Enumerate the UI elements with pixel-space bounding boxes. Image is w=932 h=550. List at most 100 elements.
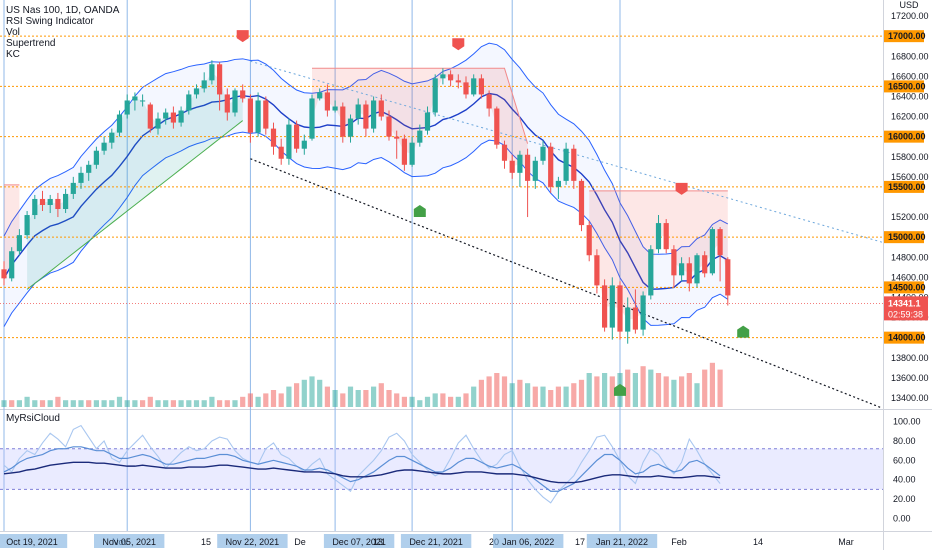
volume-bar	[694, 383, 700, 407]
candle	[317, 88, 323, 101]
volume-bar	[424, 396, 431, 407]
indicator-kc[interactable]: KC	[6, 49, 20, 60]
price-level-badge: 15500.00	[884, 180, 926, 193]
candle	[517, 150, 523, 187]
indicator-vol[interactable]: Vol	[6, 27, 20, 38]
candle	[193, 84, 200, 99]
date-label-highlight	[493, 534, 564, 548]
time-axis-label: Jan 21, 2022	[596, 537, 648, 547]
candle	[686, 257, 692, 292]
volume-bar	[563, 386, 569, 407]
supertrend-up-line	[26, 120, 244, 290]
volume-bar	[178, 400, 184, 407]
price-tick-label: 16400.00	[891, 91, 929, 101]
volume-bar	[209, 396, 215, 407]
candle-body	[594, 255, 600, 286]
candle-body	[517, 154, 523, 173]
volume-bar	[702, 369, 708, 407]
candle-body	[525, 154, 531, 181]
candle-body	[109, 132, 115, 143]
candle	[578, 178, 585, 232]
candle-body	[386, 116, 392, 137]
candle-body	[671, 249, 677, 276]
volume-bar	[363, 390, 369, 407]
price-tick-label: 16600.00	[891, 71, 929, 81]
time-axis-label: Mar	[838, 537, 854, 547]
candle	[78, 166, 84, 189]
current-price-badge-bg	[884, 296, 928, 321]
price-level-badge-text: 14000.00	[888, 333, 926, 343]
candle-body	[155, 118, 161, 129]
candle	[509, 154, 515, 179]
rsi-pane-title[interactable]: MyRsiCloud	[6, 413, 60, 424]
candle-body	[371, 100, 377, 129]
candle-body	[16, 235, 22, 252]
price-tick-label: 16800.00	[891, 51, 929, 61]
date-label-highlight	[0, 534, 68, 548]
candle-body	[563, 148, 569, 181]
supertrend-down-line	[312, 67, 529, 144]
candle-body	[240, 90, 246, 99]
volume-bar	[324, 386, 330, 407]
candle	[24, 211, 30, 240]
rsi-tick-label: 20.00	[893, 494, 916, 504]
candle-body	[24, 215, 30, 236]
volume-bar	[101, 400, 107, 407]
volume-bar	[278, 393, 284, 407]
candle	[717, 227, 723, 282]
symbol-title[interactable]: US Nas 100, 1D, OANDA	[6, 5, 120, 16]
volume-bar	[378, 383, 384, 407]
volume-bar	[109, 400, 115, 407]
candle-body	[163, 112, 169, 119]
candle-body	[70, 182, 76, 194]
volume-bar	[317, 379, 323, 407]
kc-lower-line	[3, 131, 729, 327]
buy-signal-marker	[737, 325, 750, 338]
supertrend-down-fill	[312, 68, 528, 168]
volume-bar	[525, 383, 531, 407]
price-level-badge-text: 17000.00	[888, 31, 926, 41]
supertrend-up-fill	[27, 72, 243, 290]
candle-body	[663, 223, 669, 250]
volume-bar	[471, 386, 477, 407]
candle	[232, 88, 238, 117]
indicator-supertrend[interactable]: Supertrend	[6, 38, 56, 49]
sell-signal-marker	[452, 38, 465, 51]
volume-bar	[648, 369, 654, 407]
volume-bar	[270, 390, 277, 407]
candle-body	[217, 64, 223, 95]
volume-bar	[294, 383, 300, 407]
candle-body	[78, 172, 84, 183]
candle	[332, 100, 338, 113]
volume-bar	[301, 379, 307, 407]
time-axis-label: Nov 05, 2021	[102, 537, 156, 547]
candle	[39, 190, 46, 212]
time-axis-label: Oct 19, 2021	[6, 537, 58, 547]
volume-bar	[371, 386, 377, 407]
volume-bar	[1, 400, 7, 407]
candle	[147, 102, 153, 133]
candle-body	[270, 128, 277, 147]
volume-bar	[517, 379, 523, 407]
candle	[240, 84, 246, 103]
volume-bar	[78, 400, 84, 407]
candle-body	[286, 124, 292, 159]
price-tick-label: 15600.00	[891, 172, 929, 182]
candle	[186, 90, 192, 115]
volume-bar	[609, 376, 615, 407]
candle-body	[409, 142, 415, 165]
candle-body	[363, 104, 369, 129]
price-level-badge: 16500.00	[884, 80, 926, 93]
date-label-highlight	[323, 534, 395, 548]
candle-body	[294, 124, 300, 149]
candle-body	[424, 112, 431, 131]
volume-bar	[124, 400, 130, 407]
time-axis-label: 14	[753, 537, 763, 547]
price-level-badge-bg	[884, 281, 924, 294]
indicator-rsi-swing[interactable]: RSI Swing Indicator	[6, 16, 94, 27]
candle	[563, 142, 569, 185]
candle-body	[702, 255, 708, 274]
candle-body	[247, 98, 253, 133]
